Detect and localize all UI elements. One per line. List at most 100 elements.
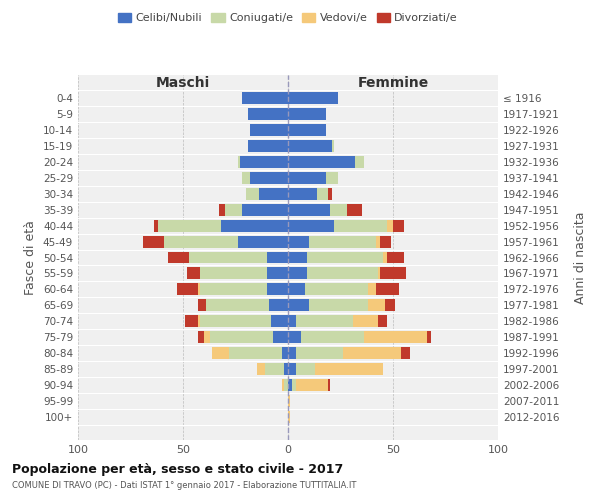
Bar xyxy=(282,380,284,392)
Bar xyxy=(326,172,338,183)
Bar xyxy=(296,380,328,392)
Bar xyxy=(296,316,353,328)
Bar xyxy=(379,268,380,280)
Bar xyxy=(288,316,296,328)
Bar xyxy=(197,300,206,312)
Bar xyxy=(355,156,364,168)
Bar xyxy=(309,300,368,312)
Bar xyxy=(238,236,288,248)
Bar xyxy=(211,332,274,344)
Bar xyxy=(296,348,343,360)
Bar xyxy=(288,380,292,392)
Bar xyxy=(282,348,288,360)
Bar xyxy=(168,252,189,264)
Bar xyxy=(197,332,204,344)
Bar xyxy=(292,380,296,392)
Y-axis label: Fasce di età: Fasce di età xyxy=(25,220,37,295)
Bar xyxy=(259,188,288,200)
Bar xyxy=(307,268,379,280)
Bar xyxy=(240,156,288,168)
Bar xyxy=(328,380,330,392)
Bar xyxy=(242,92,288,104)
Bar xyxy=(257,364,265,376)
Bar xyxy=(229,348,282,360)
Bar xyxy=(301,332,364,344)
Bar xyxy=(198,316,200,328)
Bar xyxy=(376,284,400,296)
Bar xyxy=(238,156,240,168)
Bar xyxy=(368,300,385,312)
Bar xyxy=(296,364,316,376)
Bar xyxy=(288,236,309,248)
Bar xyxy=(288,108,326,120)
Bar xyxy=(387,220,393,232)
Legend: Celibi/Nubili, Coniugati/e, Vedovi/e, Divorziati/e: Celibi/Nubili, Coniugati/e, Vedovi/e, Di… xyxy=(113,8,463,28)
Bar xyxy=(393,220,404,232)
Bar xyxy=(288,140,332,151)
Bar xyxy=(154,220,158,232)
Bar xyxy=(225,204,242,216)
Bar xyxy=(288,172,326,183)
Bar xyxy=(246,188,259,200)
Bar xyxy=(364,332,427,344)
Bar xyxy=(353,316,379,328)
Bar xyxy=(212,348,229,360)
Bar xyxy=(221,220,288,232)
Bar xyxy=(250,172,288,183)
Bar xyxy=(427,332,431,344)
Bar xyxy=(271,316,288,328)
Bar xyxy=(368,284,376,296)
Bar xyxy=(334,220,387,232)
Bar xyxy=(200,268,267,280)
Bar xyxy=(200,284,267,296)
Bar xyxy=(387,252,404,264)
Y-axis label: Anni di nascita: Anni di nascita xyxy=(574,211,587,304)
Text: Popolazione per età, sesso e stato civile - 2017: Popolazione per età, sesso e stato civil… xyxy=(12,462,343,475)
Bar xyxy=(288,188,317,200)
Bar xyxy=(242,204,288,216)
Text: COMUNE DI TRAVO (PC) - Dati ISTAT 1° gennaio 2017 - Elaborazione TUTTITALIA.IT: COMUNE DI TRAVO (PC) - Dati ISTAT 1° gen… xyxy=(12,481,356,490)
Bar xyxy=(309,236,376,248)
Bar xyxy=(305,284,368,296)
Bar xyxy=(288,364,296,376)
Bar xyxy=(284,380,288,392)
Bar xyxy=(288,204,330,216)
Bar xyxy=(330,204,347,216)
Bar xyxy=(176,284,198,296)
Bar xyxy=(206,300,269,312)
Bar xyxy=(265,364,284,376)
Bar xyxy=(317,188,328,200)
Bar xyxy=(158,220,221,232)
Bar xyxy=(288,268,307,280)
Bar xyxy=(185,316,198,328)
Bar xyxy=(190,252,267,264)
Bar xyxy=(347,204,361,216)
Bar xyxy=(288,252,307,264)
Bar xyxy=(288,156,355,168)
Bar xyxy=(267,268,288,280)
Bar xyxy=(379,316,387,328)
Text: Maschi: Maschi xyxy=(156,76,210,90)
Bar xyxy=(200,316,271,328)
Bar xyxy=(204,332,210,344)
Bar xyxy=(288,348,296,360)
Bar xyxy=(288,412,290,424)
Bar xyxy=(250,124,288,136)
Bar xyxy=(143,236,164,248)
Bar xyxy=(288,92,338,104)
Bar xyxy=(307,252,383,264)
Bar xyxy=(385,300,395,312)
Bar xyxy=(242,172,250,183)
Bar xyxy=(288,300,309,312)
Bar xyxy=(198,284,200,296)
Bar xyxy=(401,348,410,360)
Bar xyxy=(218,204,225,216)
Bar xyxy=(288,284,305,296)
Bar xyxy=(288,332,301,344)
Bar xyxy=(164,236,238,248)
Bar xyxy=(288,124,326,136)
Bar xyxy=(274,332,288,344)
Bar xyxy=(383,252,387,264)
Bar xyxy=(187,268,200,280)
Bar xyxy=(332,140,334,151)
